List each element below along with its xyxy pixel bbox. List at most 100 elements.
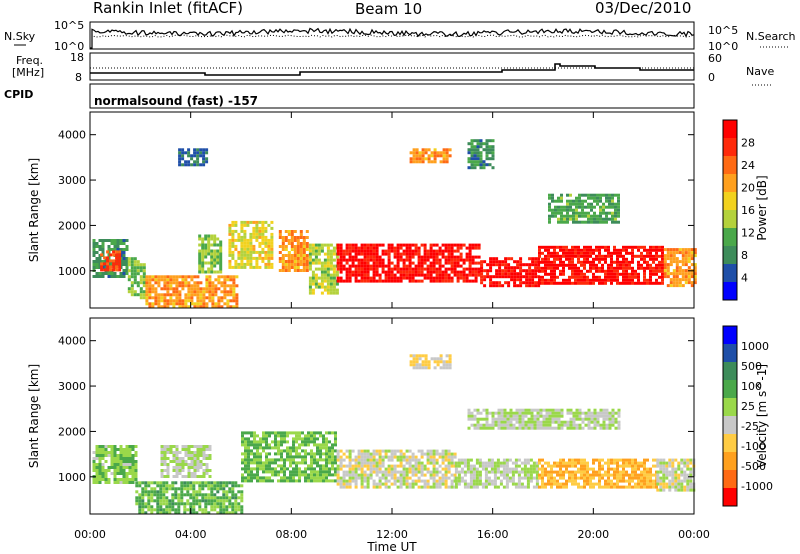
noise-search-trace	[91, 34, 693, 38]
heatmap-cell	[141, 499, 145, 503]
heatmap-cell	[128, 466, 132, 469]
heatmap-cell	[384, 485, 388, 489]
heatmap-cell	[243, 232, 247, 236]
heatmap-cell	[454, 461, 458, 465]
heatmap-cell	[189, 487, 193, 491]
heatmap-cell	[198, 237, 202, 241]
heatmap-cell	[550, 263, 553, 267]
heatmap-cell	[231, 487, 235, 491]
heatmap-cell	[489, 263, 493, 267]
heatmap-cell	[502, 485, 506, 489]
heatmap-cell	[267, 244, 271, 248]
heatmap-cell	[205, 290, 209, 294]
heatmap-cell	[95, 478, 99, 481]
heatmap-cell	[175, 460, 179, 463]
heatmap-cell	[237, 250, 241, 254]
heatmap-cell	[134, 460, 138, 463]
heatmap-cell	[265, 452, 268, 456]
heatmap-cell	[329, 285, 333, 289]
heatmap-cell	[178, 160, 182, 164]
heatmap-cell	[610, 251, 613, 255]
heatmap-cell	[581, 199, 584, 203]
heatmap-cell	[553, 254, 556, 258]
heatmap-cell	[249, 256, 253, 260]
heatmap-cell	[130, 287, 134, 291]
heatmap-cell	[453, 264, 457, 268]
heatmap-cell	[201, 496, 205, 500]
heatmap-cell	[622, 467, 625, 471]
heatmap-cell	[381, 473, 385, 477]
heatmap-cell	[569, 199, 572, 203]
heatmap-cell	[649, 278, 652, 282]
heatmap-cell	[439, 354, 443, 358]
heatmap-cell	[583, 482, 586, 486]
heatmap-cell	[557, 208, 560, 212]
heatmap-cell	[243, 265, 247, 269]
heatmap-cell	[214, 305, 218, 309]
heatmap-cell	[231, 481, 235, 485]
heatmap-cell	[216, 252, 220, 256]
heatmap-cell	[225, 493, 229, 497]
heatmap-cell	[450, 243, 454, 247]
heatmap-cell	[381, 258, 385, 262]
heatmap-cell	[545, 420, 549, 424]
heatmap-cell	[577, 467, 580, 471]
heatmap-cell	[325, 461, 328, 465]
heatmap-cell	[139, 296, 143, 300]
heatmap-cell	[619, 476, 622, 480]
heatmap-cell	[255, 259, 259, 263]
heatmap-cell	[241, 440, 244, 444]
heatmap-cell	[138, 511, 142, 515]
heatmap-cell	[580, 464, 583, 468]
heatmap-cell	[532, 476, 536, 480]
heatmap-cell	[133, 260, 137, 264]
heatmap-cell	[506, 423, 510, 427]
heatmap-cell	[304, 452, 307, 456]
heatmap-cell	[610, 482, 613, 486]
heatmap-cell	[310, 467, 313, 471]
heatmap-cell	[550, 245, 553, 249]
heatmap-cell	[323, 270, 327, 274]
heatmap-cell	[538, 476, 541, 480]
heatmap-cell	[671, 479, 675, 483]
heatmap-cell	[529, 479, 533, 483]
heatmap-cell	[586, 464, 589, 468]
heatmap-cell	[575, 202, 578, 206]
heatmap-cell	[511, 473, 515, 477]
heatmap-cell	[287, 269, 291, 272]
heatmap-cell	[387, 243, 391, 247]
heatmap-cell	[202, 448, 206, 451]
heatmap-cell	[547, 254, 550, 258]
heatmap-cell	[683, 470, 687, 474]
heatmap-cell	[528, 278, 532, 282]
heatmap-cell	[447, 476, 451, 480]
heatmap-cell	[614, 202, 617, 206]
heatmap-cell	[480, 260, 484, 264]
heatmap-cell	[524, 408, 528, 412]
heatmap-cell	[198, 243, 202, 247]
heatmap-cell	[592, 473, 595, 477]
heatmap-cell	[532, 464, 536, 468]
heatmap-cell	[649, 245, 652, 249]
heatmap-cell	[586, 467, 589, 471]
heatmap-cell	[601, 464, 604, 468]
heatmap-cell	[375, 261, 379, 265]
heatmap-cell	[325, 437, 328, 441]
heatmap-cell	[656, 482, 660, 486]
heatmap-cell	[317, 246, 321, 250]
heatmap-cell	[503, 420, 507, 424]
heatmap-cell	[411, 470, 415, 474]
heatmap-cell	[640, 470, 643, 474]
heatmap-cell	[351, 479, 355, 483]
heatmap-cell	[655, 278, 658, 282]
heatmap-cell	[438, 246, 442, 250]
heatmap-cell	[184, 293, 188, 297]
heatmap-cell	[560, 217, 563, 221]
heatmap-cell	[310, 473, 313, 477]
heatmap-cell	[348, 461, 352, 465]
heatmap-cell	[165, 487, 169, 491]
heatmap-cell	[201, 270, 205, 274]
heatmap-cell	[453, 243, 457, 247]
heatmap-cell	[476, 408, 480, 412]
heatmap-cell	[562, 461, 565, 465]
